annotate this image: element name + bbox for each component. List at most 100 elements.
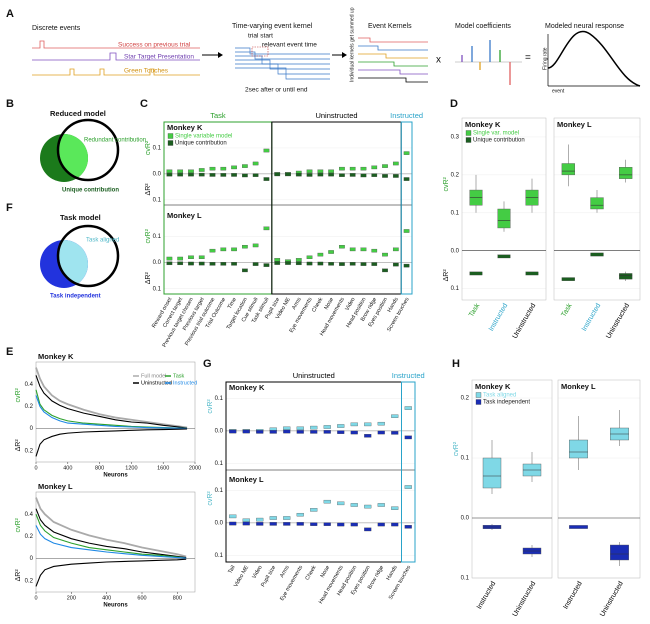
box <box>209 166 216 171</box>
box <box>306 261 313 266</box>
box-body <box>590 197 604 210</box>
box <box>263 226 270 231</box>
box <box>285 261 291 265</box>
x-tick-label: Nose <box>324 297 336 311</box>
legend-swatch <box>475 392 482 398</box>
y-axis-label: cvR² <box>15 517 22 532</box>
box <box>209 262 216 266</box>
note: relevant event time <box>262 42 317 49</box>
box <box>371 248 378 253</box>
box <box>256 430 264 434</box>
legend-label: Task independent <box>483 400 530 406</box>
box <box>220 173 227 177</box>
box <box>350 522 358 527</box>
subplot-title: Monkey L <box>561 382 596 391</box>
box <box>188 255 194 259</box>
legend-swatch <box>465 137 472 143</box>
venn-label: Unique contribution <box>62 188 119 194</box>
venn-overlap <box>58 240 88 286</box>
venn-label: Redundant contribution <box>84 138 146 144</box>
legend-label: Unique contribution <box>175 141 227 147</box>
y-tick-label: 0.0 <box>451 248 460 254</box>
box <box>283 516 291 520</box>
box <box>295 258 302 262</box>
event-trace <box>32 40 200 49</box>
subplot-title: Monkey K <box>475 382 511 391</box>
box <box>377 430 385 435</box>
subplot-frame <box>553 117 641 301</box>
y-tick-label: 0.1 <box>153 197 162 203</box>
note: trial start <box>248 33 273 40</box>
x-tick-label: Cheek <box>311 297 324 314</box>
y-tick-label: 0.3 <box>451 135 460 141</box>
series-line <box>35 508 187 559</box>
group-label: Instructed <box>390 111 423 120</box>
box <box>360 262 367 266</box>
box <box>328 172 334 177</box>
arrow-head <box>218 52 223 58</box>
box <box>392 262 399 267</box>
y-tick-label: 0.0 <box>153 260 162 266</box>
y-tick-label: 0.1 <box>153 146 162 152</box>
box <box>295 172 302 177</box>
x-tick-label: Video <box>252 565 264 580</box>
axis-label: event <box>552 88 565 94</box>
box <box>229 429 237 434</box>
box <box>350 430 358 435</box>
x-tick-label: 600 <box>137 595 146 601</box>
box <box>569 525 588 529</box>
x-tick-label: 200 <box>67 595 76 601</box>
heading: Discrete events <box>32 25 81 32</box>
plot-frame <box>35 361 196 463</box>
box <box>377 503 385 507</box>
y-axis-label: cvR² <box>145 140 152 155</box>
box <box>469 271 483 276</box>
box <box>317 169 324 174</box>
box <box>382 164 388 168</box>
box <box>377 522 385 527</box>
box-body <box>619 273 633 280</box>
legend-swatch <box>167 140 174 146</box>
y-tick-label: 0.4 <box>25 512 34 518</box>
series-line <box>35 375 188 429</box>
box <box>269 430 277 434</box>
panel-label: H <box>452 358 460 370</box>
panel-b: B Reduced model Redundant contribution U… <box>6 98 146 194</box>
axis-label: Firing rate <box>542 47 548 70</box>
box <box>242 518 250 523</box>
legend-label: Instructed <box>173 380 197 386</box>
legend-swatch <box>167 133 174 139</box>
box <box>166 169 173 174</box>
box <box>403 229 410 233</box>
legend-label: Full model <box>141 373 166 379</box>
arrow-head <box>342 52 347 58</box>
box <box>198 255 205 259</box>
box <box>377 421 385 426</box>
box <box>310 425 318 430</box>
panel-label: F <box>6 202 13 214</box>
panel-label: G <box>203 358 212 370</box>
x-tick-label: 0 <box>34 595 37 601</box>
box <box>404 406 412 410</box>
subplot-title: Monkey L <box>38 482 73 491</box>
group-frame <box>400 121 413 295</box>
venn-model <box>56 224 120 288</box>
heading: Modeled neural response <box>545 23 624 30</box>
box <box>177 256 184 261</box>
box <box>166 261 173 266</box>
y-axis-label: cvR² <box>453 441 460 456</box>
y-axis-label: ΔR² <box>145 272 152 285</box>
subplot-title: Monkey K <box>38 352 74 361</box>
box <box>231 165 237 170</box>
subplot-title: Monkey L <box>229 475 264 484</box>
box <box>188 169 194 174</box>
x-tick-label: Tail <box>227 565 236 575</box>
event-label: Star Target Presentation <box>124 54 194 61</box>
box-body <box>569 439 588 459</box>
box <box>229 514 237 519</box>
box <box>198 172 205 177</box>
box <box>328 250 334 254</box>
y-tick-label: 0.1 <box>153 234 162 240</box>
response-curve <box>547 30 641 87</box>
